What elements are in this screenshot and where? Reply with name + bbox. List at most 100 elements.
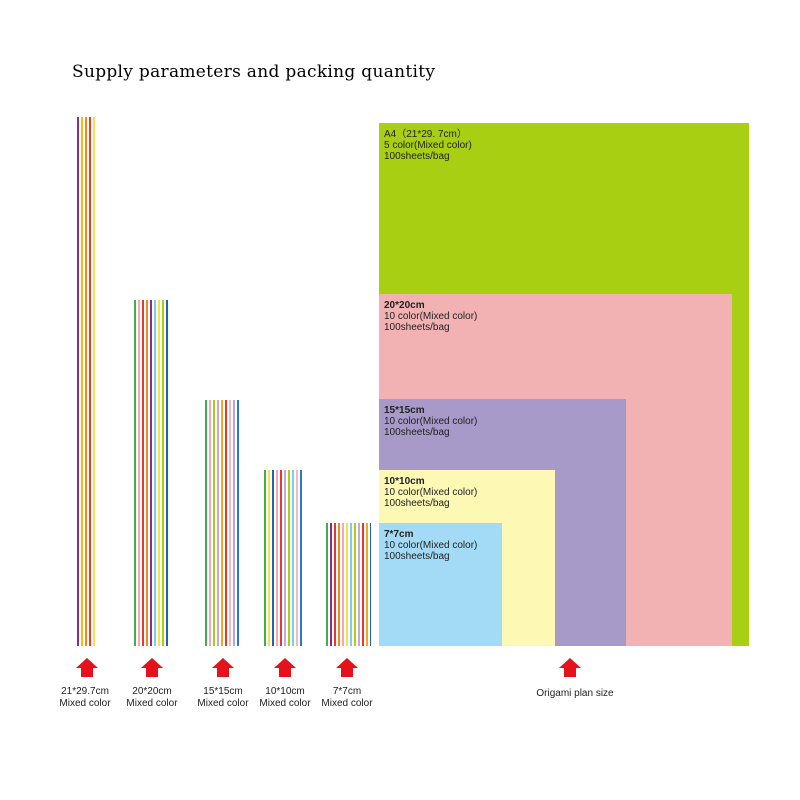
panel-10x10-size: 10*10cm bbox=[384, 476, 425, 487]
sheet-edge bbox=[87, 117, 89, 646]
paper-stack-a4 bbox=[77, 117, 97, 646]
sheet-edge bbox=[356, 523, 358, 646]
panel-10x10-qty: 100sheets/bag bbox=[384, 498, 450, 509]
sheet-edge bbox=[152, 300, 154, 646]
sheet-edge bbox=[328, 523, 330, 646]
sheet-edge bbox=[362, 523, 364, 646]
sheet-edge bbox=[156, 300, 158, 646]
sheet-edge bbox=[278, 470, 280, 646]
sheet-edge bbox=[290, 470, 292, 646]
sheet-edge bbox=[294, 470, 296, 646]
sheet-edge bbox=[354, 523, 356, 646]
stack-caption-7: 7*7cm Mixed color bbox=[321, 686, 373, 709]
sheet-edge bbox=[205, 400, 207, 646]
stack-caption-20: 20*20cm Mixed color bbox=[126, 686, 178, 709]
sheet-edge bbox=[288, 470, 290, 646]
sheet-edge bbox=[370, 523, 371, 646]
panel-20x20-qty: 100sheets/bag bbox=[384, 322, 450, 333]
sheet-edge bbox=[348, 523, 350, 646]
sheet-edge bbox=[160, 300, 162, 646]
sheet-edge bbox=[266, 470, 268, 646]
panel-15x15-size: 15*15cm bbox=[384, 405, 425, 416]
sheet-edge bbox=[140, 300, 142, 646]
sheet-edge bbox=[83, 117, 85, 646]
sheet-edge bbox=[366, 523, 368, 646]
sheet-edge bbox=[229, 400, 231, 646]
sheet-edge bbox=[217, 400, 219, 646]
stack-caption-10: 10*10cm Mixed color bbox=[259, 686, 311, 709]
panel-a4-qty: 100sheets/bag bbox=[384, 151, 450, 162]
paper-stack-20 bbox=[134, 300, 178, 646]
sheet-edge bbox=[264, 470, 266, 646]
panel-7x7-qty: 100sheets/bag bbox=[384, 551, 450, 562]
sheet-edge bbox=[282, 470, 284, 646]
sheet-edge bbox=[77, 117, 79, 646]
sheet-edge bbox=[148, 300, 150, 646]
sheet-edge bbox=[164, 300, 166, 646]
panel-7x7-size: 7*7cm bbox=[384, 529, 414, 540]
sheet-edge bbox=[227, 400, 229, 646]
panel-15x15-qty: 100sheets/bag bbox=[384, 427, 450, 438]
panel-7x7: 7*7cm 10 color(Mixed color) 100sheets/ba… bbox=[379, 523, 502, 646]
sheet-edge bbox=[344, 523, 346, 646]
sheet-edge bbox=[235, 400, 237, 646]
sheet-edge bbox=[352, 523, 354, 646]
panel-15x15-colors: 10 color(Mixed color) bbox=[384, 416, 478, 427]
sheet-edge bbox=[207, 400, 209, 646]
sheet-edge bbox=[225, 400, 227, 646]
panel-7x7-colors: 10 color(Mixed color) bbox=[384, 540, 478, 551]
sheet-edge bbox=[166, 300, 168, 646]
panel-a4-size: A4（21*29. 7cm） bbox=[384, 129, 467, 140]
sheet-edge bbox=[334, 523, 336, 646]
sheet-edge bbox=[93, 117, 95, 646]
sheet-edge bbox=[211, 400, 213, 646]
sheet-edge bbox=[292, 470, 294, 646]
sheet-edge bbox=[134, 300, 136, 646]
sheet-edge bbox=[162, 300, 164, 646]
sheet-edge bbox=[89, 117, 91, 646]
sheet-edge bbox=[346, 523, 348, 646]
paper-stack-7 bbox=[326, 523, 371, 646]
sheet-edge bbox=[268, 470, 270, 646]
sheet-edge bbox=[340, 523, 342, 646]
sheet-edge bbox=[209, 400, 211, 646]
sheet-edge bbox=[360, 523, 362, 646]
sheet-edge bbox=[298, 470, 300, 646]
paper-stack-10 bbox=[264, 470, 306, 646]
sheet-edge bbox=[296, 470, 298, 646]
sheet-edge bbox=[336, 523, 338, 646]
sheet-edge bbox=[350, 523, 352, 646]
sheet-edge bbox=[144, 300, 146, 646]
stack-caption-15: 15*15cm Mixed color bbox=[197, 686, 249, 709]
sheet-edge bbox=[136, 300, 138, 646]
sheet-edge bbox=[342, 523, 344, 646]
sheet-edge bbox=[330, 523, 332, 646]
plan-caption: Origami plan size bbox=[536, 688, 614, 699]
sheet-edge bbox=[85, 117, 87, 646]
panel-a4-colors: 5 color(Mixed color) bbox=[384, 140, 472, 151]
sheet-edge bbox=[274, 470, 276, 646]
sheet-edge bbox=[154, 300, 156, 646]
sheet-edge bbox=[231, 400, 233, 646]
sheet-edge bbox=[280, 470, 282, 646]
sheet-edge bbox=[79, 117, 81, 646]
sheet-edge bbox=[237, 400, 239, 646]
sheet-edge bbox=[215, 400, 217, 646]
sheet-edge bbox=[221, 400, 223, 646]
sheet-edge bbox=[223, 400, 225, 646]
sheet-edge bbox=[300, 470, 302, 646]
sheet-edge bbox=[213, 400, 215, 646]
sheet-edge bbox=[138, 300, 140, 646]
paper-stack-15 bbox=[205, 400, 247, 646]
sheet-edge bbox=[286, 470, 288, 646]
sheet-edge bbox=[338, 523, 340, 646]
page-title: Supply parameters and packing quantity bbox=[72, 62, 436, 82]
sheet-edge bbox=[142, 300, 144, 646]
sheet-edge bbox=[358, 523, 360, 646]
sheet-edge bbox=[276, 470, 278, 646]
sheet-edge bbox=[284, 470, 286, 646]
panel-20x20-colors: 10 color(Mixed color) bbox=[384, 311, 478, 322]
sheet-edge bbox=[91, 117, 93, 646]
stack-caption-a4: 21*29.7cm Mixed color bbox=[59, 686, 111, 709]
sheet-edge bbox=[332, 523, 334, 646]
